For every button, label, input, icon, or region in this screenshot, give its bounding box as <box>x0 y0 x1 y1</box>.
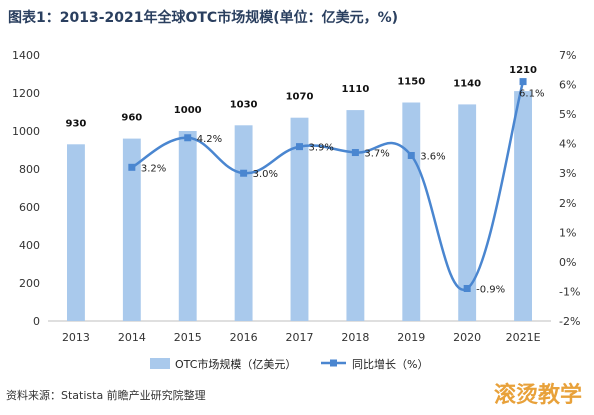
right-tick-label: 5% <box>559 108 576 121</box>
bar <box>514 91 532 321</box>
bar-value-label: 1000 <box>174 105 202 116</box>
x-tick-label: 2017 <box>286 331 314 344</box>
bar <box>290 117 309 321</box>
bar <box>178 131 197 321</box>
growth-point-labels: 3.2% 4.2% 3.0% 3.9% 3.7% 3.6% -0.9% 6.1% <box>141 89 545 296</box>
right-tick-label: 2% <box>559 197 576 210</box>
bar-value-label: 1140 <box>453 78 481 89</box>
left-tick-label: 600 <box>19 201 40 214</box>
left-tick-label: 400 <box>19 239 40 252</box>
right-tick-label: -2% <box>559 315 580 328</box>
x-tick-label: 2018 <box>341 331 369 344</box>
left-tick-label: 800 <box>19 163 40 176</box>
growth-line-series <box>128 78 527 292</box>
growth-point-label: 6.1% <box>519 89 544 100</box>
x-tick-label: 2013 <box>62 331 90 344</box>
bar-value-label: 1030 <box>230 99 258 110</box>
growth-point-label: 3.7% <box>364 149 389 160</box>
growth-point-marker <box>519 78 527 86</box>
legend-swatch-bars <box>150 358 170 369</box>
left-tick-label: 1000 <box>12 125 40 138</box>
x-tick-label: 2015 <box>174 331 202 344</box>
x-tick-label: 2019 <box>397 331 425 344</box>
growth-point-marker <box>128 163 136 171</box>
left-tick-label: 1200 <box>12 87 40 100</box>
bar-value-label: 1150 <box>397 77 425 88</box>
bar <box>346 110 365 321</box>
left-axis-ticks: 0 200 400 600 800 1000 1200 1400 <box>12 49 40 328</box>
right-axis-ticks: -2% -1% 0% 1% 2% 3% 4% 5% 6% 7% <box>559 49 580 328</box>
growth-point-marker <box>184 134 192 142</box>
right-tick-label: 1% <box>559 226 576 239</box>
growth-point-marker <box>240 169 248 177</box>
bar <box>67 144 85 321</box>
bar-value-label: 1110 <box>341 84 369 95</box>
legend-label-line: 同比增长（%） <box>352 357 428 371</box>
right-tick-label: -1% <box>559 285 580 298</box>
right-tick-label: 4% <box>559 138 576 151</box>
bar <box>234 125 253 321</box>
growth-point-marker <box>407 151 415 159</box>
bar-series <box>67 91 532 322</box>
bar-value-labels: 930 960 1000 1030 1070 1110 1150 1140 1210 <box>66 65 538 129</box>
right-tick-label: 3% <box>559 167 576 180</box>
growth-point-label: 3.6% <box>420 151 445 162</box>
bar-value-label: 1210 <box>509 65 537 76</box>
right-tick-label: 0% <box>559 256 576 269</box>
bar <box>458 104 477 322</box>
growth-point-marker <box>351 149 359 157</box>
bar-value-label: 930 <box>66 118 87 129</box>
x-tick-label: 2014 <box>118 331 146 344</box>
source-note: 资料来源：Statista 前瞻产业研究院整理 <box>6 388 206 402</box>
bar <box>402 102 421 321</box>
x-tick-label: 2020 <box>453 331 481 344</box>
growth-point-marker <box>296 143 303 151</box>
growth-point-label: 3.2% <box>141 163 166 174</box>
growth-point-label: 4.2% <box>197 134 222 145</box>
watermark-logo-text: 滚烫教学 <box>494 382 582 408</box>
x-tick-label: 2021E <box>506 331 541 344</box>
right-tick-label: 6% <box>559 79 576 92</box>
bar-value-label: 960 <box>121 113 142 124</box>
left-tick-label: 0 <box>33 315 40 328</box>
left-tick-label: 200 <box>19 277 40 290</box>
right-tick-label: 7% <box>559 49 576 62</box>
chart-title: 图表1：2013-2021年全球OTC市场规模(单位：亿美元，%) <box>8 9 398 26</box>
x-axis-ticks: 2013 2014 2015 2016 2017 2018 2019 2020 2021E <box>62 331 541 344</box>
legend-label-bars: OTC市场规模（亿美元） <box>175 357 296 371</box>
legend: OTC市场规模（亿美元） 同比增长（%） <box>150 357 428 371</box>
x-tick-label: 2016 <box>230 331 258 344</box>
growth-point-marker <box>463 284 471 292</box>
bar <box>122 138 141 321</box>
bar-value-label: 1070 <box>286 92 314 103</box>
legend-marker-line <box>330 359 337 367</box>
left-tick-label: 1400 <box>12 49 40 62</box>
growth-point-label: 3.9% <box>309 143 334 154</box>
growth-point-label: -0.9% <box>476 284 505 295</box>
growth-point-label: 3.0% <box>253 169 278 180</box>
